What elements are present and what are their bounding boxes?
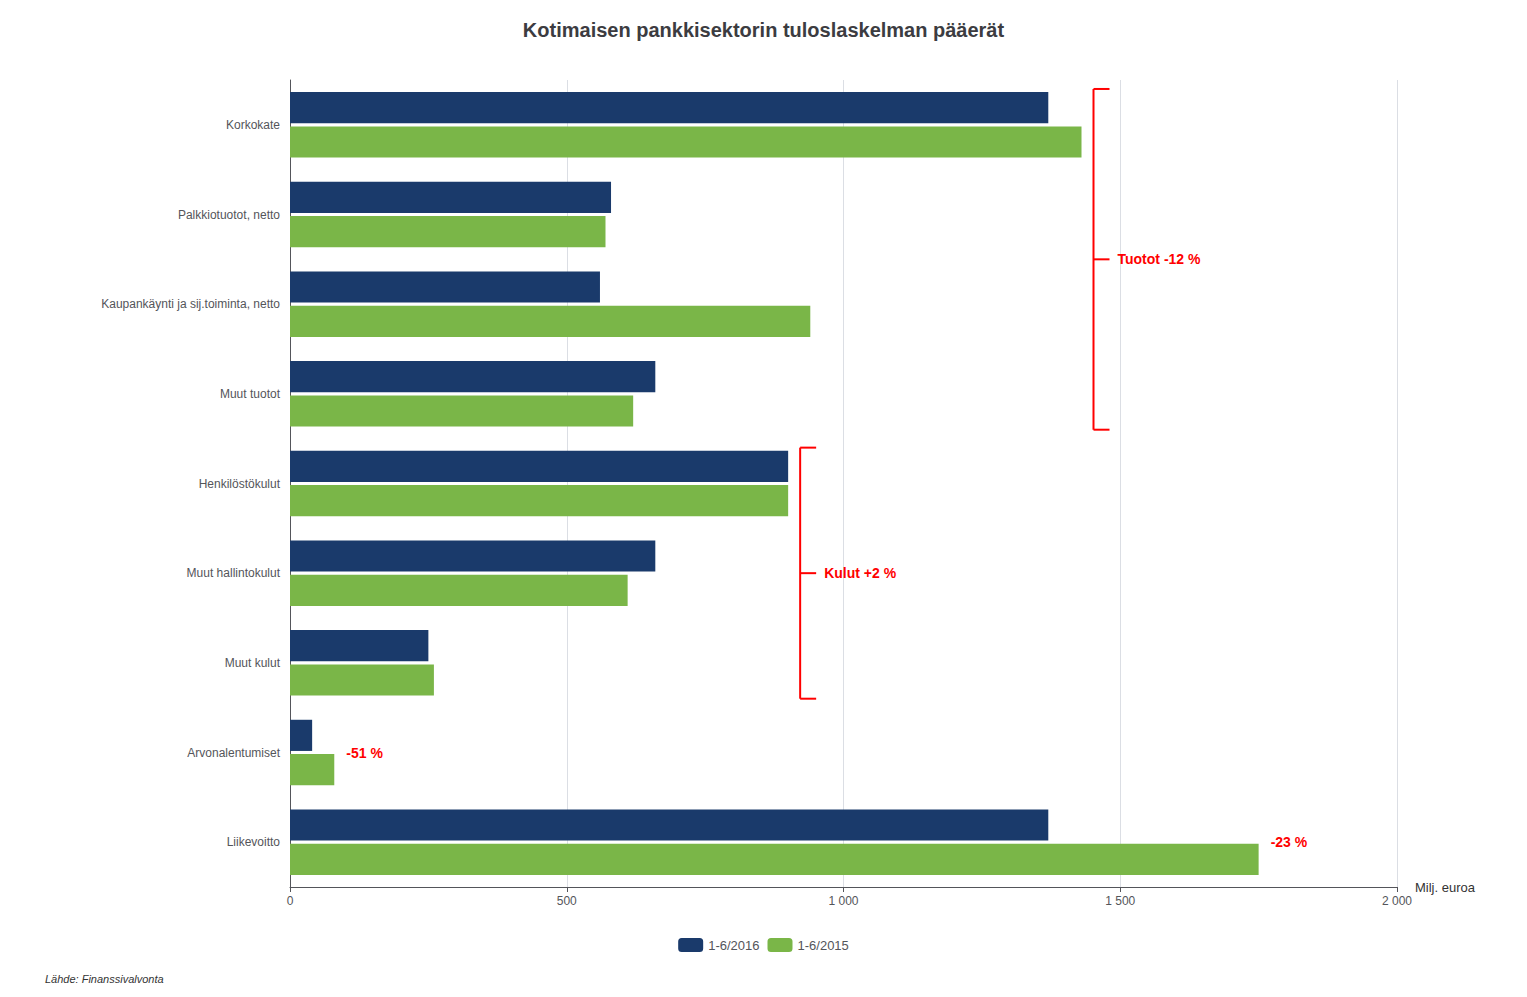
svg-text:Muut tuotot: Muut tuotot bbox=[220, 387, 281, 401]
svg-text:1 000: 1 000 bbox=[828, 894, 858, 908]
svg-text:Kulut +2 %: Kulut +2 % bbox=[824, 565, 897, 581]
svg-text:Lähde: Finanssivalvonta: Lähde: Finanssivalvonta bbox=[45, 973, 164, 985]
svg-text:Arvonalentumiset: Arvonalentumiset bbox=[187, 746, 280, 760]
svg-text:-51 %: -51 % bbox=[346, 745, 383, 761]
svg-text:Muut kulut: Muut kulut bbox=[225, 656, 281, 670]
svg-text:-23 %: -23 % bbox=[1271, 834, 1308, 850]
svg-text:Kaupankäynti ja sij.toiminta,: Kaupankäynti ja sij.toiminta, netto bbox=[101, 297, 280, 311]
svg-text:Tuotot -12 %: Tuotot -12 % bbox=[1118, 251, 1202, 267]
svg-text:Kotimaisen pankkisektorin tulo: Kotimaisen pankkisektorin tuloslaskelman… bbox=[523, 19, 1005, 41]
svg-text:1-6/2015: 1-6/2015 bbox=[798, 938, 849, 953]
svg-text:Korkokate: Korkokate bbox=[226, 118, 280, 132]
svg-text:0: 0 bbox=[287, 894, 294, 908]
svg-text:1-6/2016: 1-6/2016 bbox=[708, 938, 759, 953]
svg-text:Liikevoitto: Liikevoitto bbox=[227, 835, 281, 849]
svg-text:2 000: 2 000 bbox=[1382, 894, 1412, 908]
svg-text:Palkkiotuotot, netto: Palkkiotuotot, netto bbox=[178, 208, 280, 222]
svg-text:Muut hallintokulut: Muut hallintokulut bbox=[187, 566, 281, 580]
svg-text:500: 500 bbox=[557, 894, 577, 908]
svg-text:1 500: 1 500 bbox=[1105, 894, 1135, 908]
svg-text:Henkilöstökulut: Henkilöstökulut bbox=[199, 477, 281, 491]
svg-text:Milj. euroa: Milj. euroa bbox=[1415, 880, 1476, 895]
